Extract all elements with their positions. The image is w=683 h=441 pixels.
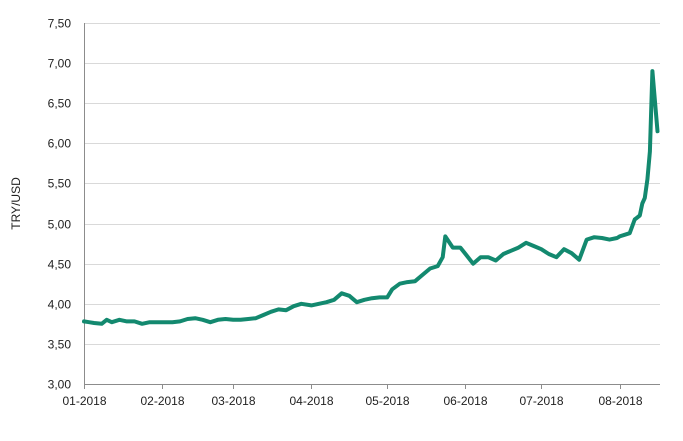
x-tick-label: 08-2018 [598,394,642,408]
y-tick-label: 3,50 [48,338,72,352]
axes [84,23,660,389]
x-tick-label: 07-2018 [519,394,563,408]
grid-lines [84,23,660,345]
x-tick-label: 02-2018 [140,394,184,408]
y-tick-label: 3,00 [48,378,72,392]
y-tick-label: 6,50 [48,97,72,111]
x-tick-label: 03-2018 [211,394,255,408]
tick-labels: 3,00 3,50 4,00 4,50 5,00 5,50 6,00 6,50 7,00 7,50… [48,17,643,409]
y-tick-label: 6,00 [48,137,72,151]
y-tick-label: 4,00 [48,298,72,312]
y-tick-label: 4,50 [48,258,72,272]
x-tick-label: 04-2018 [289,394,333,408]
x-tick-label: 05-2018 [365,394,409,408]
series-layer [82,69,660,326]
y-tick-label: 5,50 [48,177,72,191]
y-axis-title: TRY/USD [9,177,23,230]
series-line [82,69,660,326]
y-tick-label: 5,00 [48,218,72,232]
x-tick-label: 01-2018 [62,394,106,408]
y-tick-label: 7,00 [48,57,72,71]
x-tick-label: 06-2018 [443,394,487,408]
y-tick-label: 7,50 [48,17,72,31]
